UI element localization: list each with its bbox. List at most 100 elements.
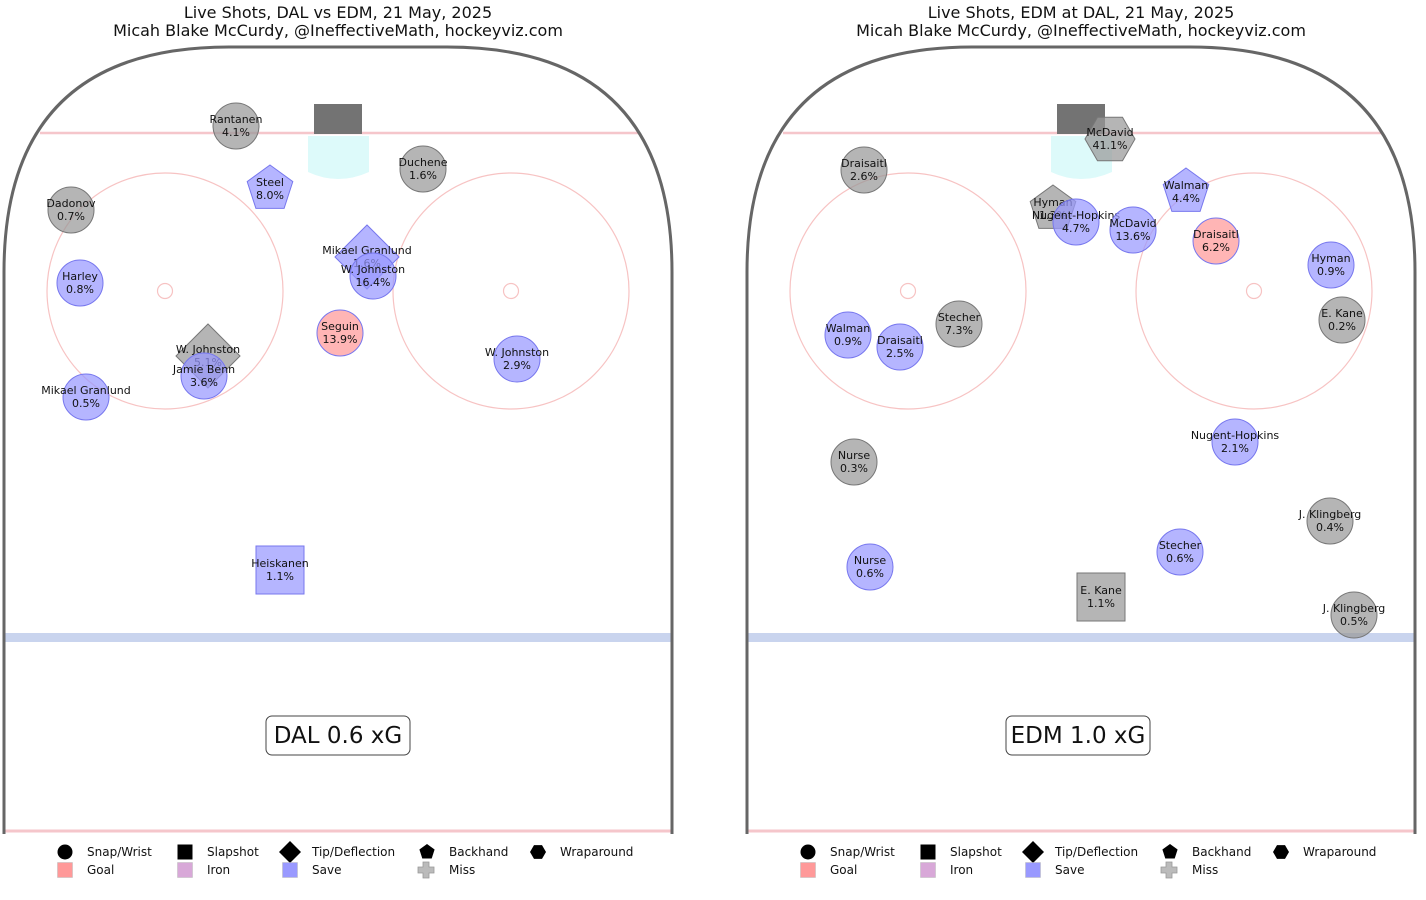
shot-player-label: Seguin bbox=[321, 320, 359, 333]
shot-circle bbox=[180, 352, 228, 400]
shot-player-label: Heiskanen bbox=[251, 557, 308, 570]
shot-xg-label: 7.3% bbox=[945, 324, 973, 337]
legend-color-swatch bbox=[800, 862, 816, 878]
shot-xg-label: 2.6% bbox=[850, 170, 878, 183]
legend-shape-label: Slapshot bbox=[950, 845, 1002, 859]
rink-boards bbox=[745, 45, 1417, 834]
shot-player-label: Hyman bbox=[1311, 252, 1350, 265]
shot-player-label: E. Kane bbox=[1321, 307, 1363, 320]
shot-xg-label: 1.1% bbox=[266, 570, 294, 583]
shot-xg-label: 4.1% bbox=[222, 126, 250, 139]
shot-player-label: W. Johnston bbox=[341, 263, 405, 276]
shot-square bbox=[1076, 572, 1126, 622]
legend-shape-label: Wraparound bbox=[1303, 845, 1376, 859]
shot-xg-label: 2.5% bbox=[886, 347, 914, 360]
shot-xg-label: 0.4% bbox=[1316, 521, 1344, 534]
shot-xg-label: 2.1% bbox=[1221, 442, 1249, 455]
legend-result-label: Goal bbox=[830, 863, 857, 877]
legend-result-label: Miss bbox=[1192, 863, 1218, 877]
shot-player-label: McDavid bbox=[1109, 217, 1156, 230]
blue-line bbox=[747, 633, 1415, 642]
shot-circle bbox=[47, 186, 95, 234]
team-xg-box bbox=[265, 715, 411, 756]
legend-diamond-icon bbox=[1022, 841, 1044, 863]
shot-player-label: W. Johnston bbox=[485, 346, 549, 359]
shot-circle bbox=[1307, 241, 1355, 289]
shot-circle bbox=[840, 146, 888, 194]
shot-xg-label: 8.0% bbox=[256, 189, 284, 202]
shot-xg-label: 0.5% bbox=[1340, 615, 1368, 628]
shot-player-label: Mikael Granlund bbox=[322, 244, 412, 257]
shot-player-label: Nurse bbox=[854, 554, 886, 567]
faceoff-dot bbox=[156, 282, 174, 300]
shot-player-label: Nugent-Hopkins bbox=[1032, 209, 1121, 222]
shot-player-label: Mikael Granlund bbox=[41, 384, 131, 397]
legend-square-icon bbox=[177, 844, 193, 860]
shot-xg-label: 13.6% bbox=[1116, 230, 1151, 243]
shot-xg-label: 1.6% bbox=[409, 169, 437, 182]
shot-circle bbox=[1192, 217, 1240, 265]
blue-line bbox=[4, 633, 672, 642]
faceoff-dot bbox=[502, 282, 520, 300]
shot-player-label: McDavid bbox=[1086, 126, 1133, 139]
shot-circle bbox=[1330, 591, 1378, 639]
shot-player-label: Stecher bbox=[1159, 539, 1202, 552]
legend-shape-label: Tip/Deflection bbox=[311, 845, 395, 859]
shot-xg-label: 3.6% bbox=[190, 376, 218, 389]
faceoff-circle bbox=[392, 172, 630, 410]
left-chart-subtitle: Micah Blake McCurdy, @IneffectiveMath, h… bbox=[113, 21, 563, 40]
shot-xg-label: 4.7% bbox=[1062, 222, 1090, 235]
legend-result-label: Save bbox=[1055, 863, 1084, 877]
legend-diamond-icon bbox=[279, 841, 301, 863]
legend-shape-label: Wraparound bbox=[560, 845, 633, 859]
legend-color-swatch bbox=[1025, 862, 1041, 878]
shot-circle bbox=[824, 311, 872, 359]
shot-xg-label: 41.1% bbox=[1093, 139, 1128, 152]
legend-pentagon-icon bbox=[1162, 844, 1178, 859]
shot-circle bbox=[876, 323, 924, 371]
team-xg-label: DAL 0.6 xG bbox=[274, 723, 403, 749]
shot-xg-label: 0.9% bbox=[834, 335, 862, 348]
shot-player-label: Dadonov bbox=[46, 197, 96, 210]
shot-xg-label: 0.5% bbox=[72, 397, 100, 410]
legend-plus-icon bbox=[1160, 861, 1178, 879]
shot-xg-label: 1.1% bbox=[1087, 597, 1115, 610]
shot-circle bbox=[1156, 528, 1204, 576]
legend-plus-icon bbox=[417, 861, 435, 879]
faceoff-dot bbox=[1245, 282, 1263, 300]
shot-player-label: Rantanen bbox=[210, 113, 263, 126]
shot-player-label: Walman bbox=[1164, 179, 1208, 192]
right-chart-title-block: Live Shots, EDM at DAL, 21 May, 2025 Mic… bbox=[731, 4, 1426, 40]
legend-shape-label: Snap/Wrist bbox=[830, 845, 895, 859]
legend-result-label: Save bbox=[312, 863, 341, 877]
rink-boards bbox=[2, 45, 674, 834]
shot-player-label: E. Kane bbox=[1080, 584, 1122, 597]
team-xg-box bbox=[1005, 715, 1151, 756]
shot-circle bbox=[316, 309, 364, 357]
faceoff-circle bbox=[1135, 172, 1373, 410]
shot-xg-label: 0.3% bbox=[840, 462, 868, 475]
